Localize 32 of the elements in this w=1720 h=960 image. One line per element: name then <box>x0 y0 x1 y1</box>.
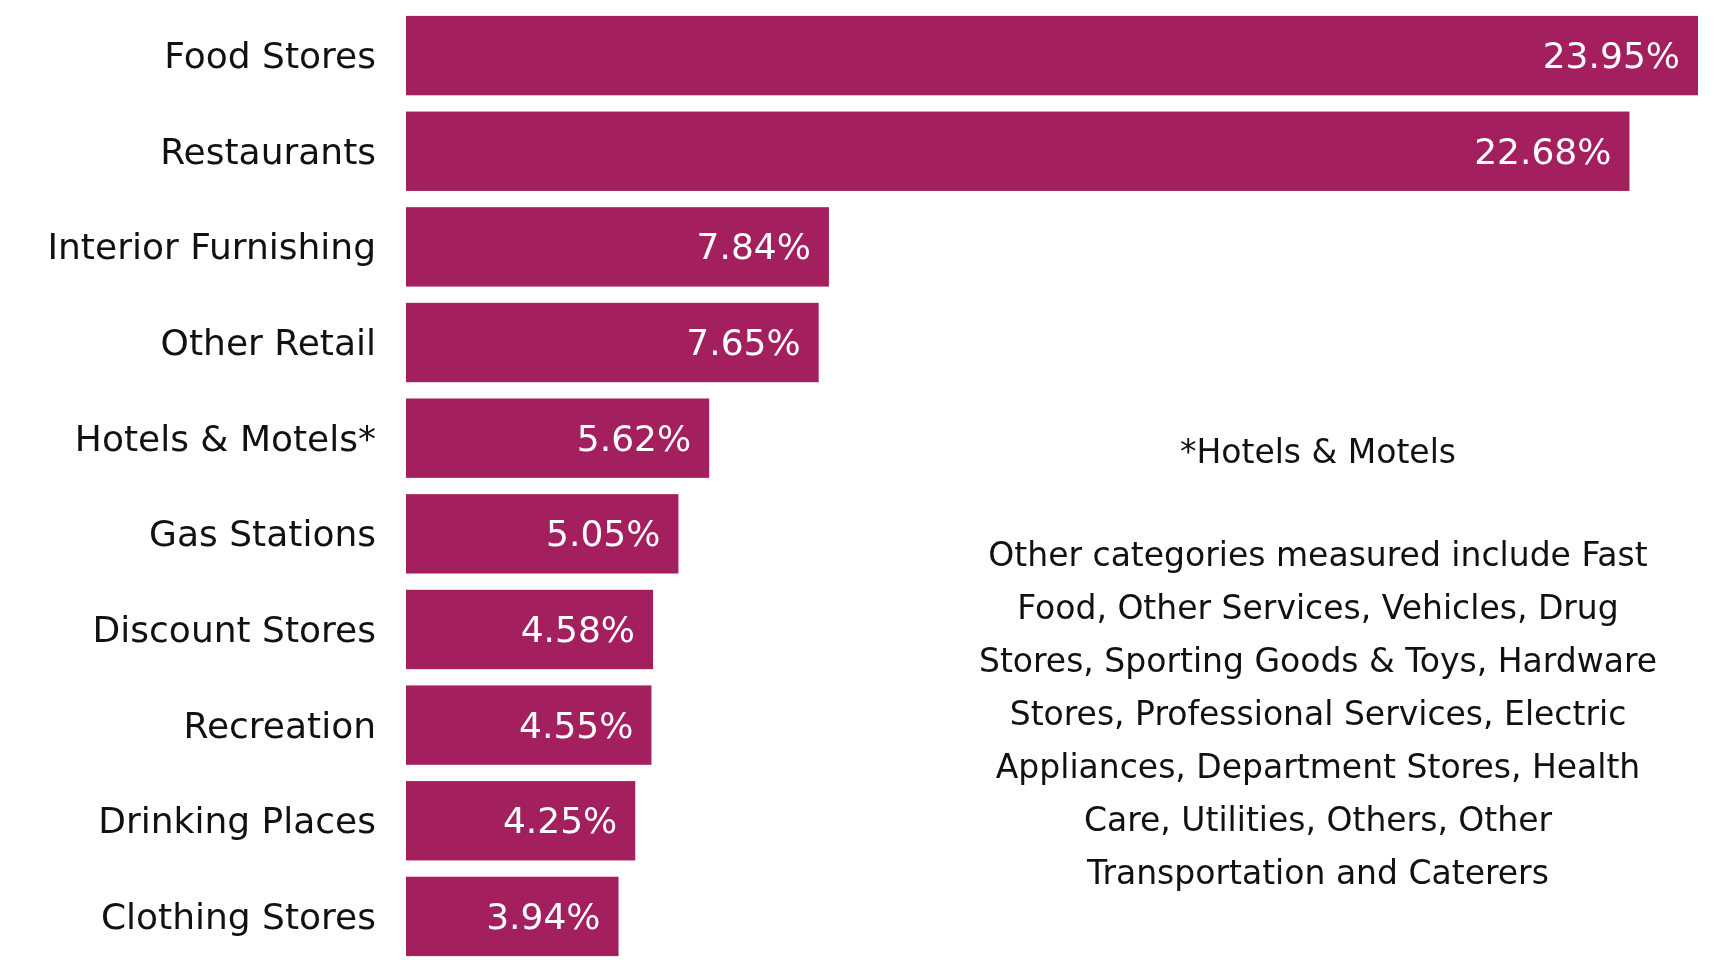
bar <box>406 494 679 574</box>
y-tick-label: Interior Furnishing <box>47 226 376 268</box>
y-tick-label: Drinking Places <box>98 800 376 842</box>
y-tick-label: Other Retail <box>160 322 376 364</box>
annotation: *Hotels & Motels <box>1179 432 1457 471</box>
bar <box>406 207 829 287</box>
bar <box>406 781 636 861</box>
data-label: 3.94% <box>486 896 601 937</box>
y-tick-label: Food Stores <box>164 35 376 77</box>
data-label: 5.62% <box>576 417 692 459</box>
y-tick-label: Recreation <box>183 704 376 746</box>
y-tick-label: Discount Stores <box>92 609 376 651</box>
bar <box>406 111 1630 191</box>
bar <box>406 15 1698 96</box>
bar <box>406 398 710 478</box>
bar <box>406 876 619 957</box>
y-tick-label: Hotels & Motels* <box>74 417 376 459</box>
annotation: Other categories measured include Fast Food, Other Services, Vehicles, Drug Stores, Sporting Goods & Toys, Hardware Stores, Professional Services, Electric Appliances, Department Stores, Health Care, Utilities, Others, Other Transportation and Caterers <box>978 535 1658 892</box>
data-label: 23.95% <box>1542 35 1680 77</box>
bar <box>406 685 652 765</box>
data-label: 5.05% <box>546 513 661 555</box>
y-tick-label: Gas Stations <box>149 513 376 555</box>
data-label: 4.55% <box>519 704 634 746</box>
data-label: 7.65% <box>686 322 801 364</box>
data-label: 22.68% <box>1474 130 1612 172</box>
data-label: 7.84% <box>696 226 811 268</box>
bar <box>406 302 819 383</box>
data-label: 4.25% <box>502 800 618 842</box>
data-label: 4.58% <box>520 609 636 651</box>
y-tick-label: Restaurants <box>160 130 376 172</box>
y-tick-label: Clothing Stores <box>100 896 376 937</box>
bar <box>406 589 654 670</box>
